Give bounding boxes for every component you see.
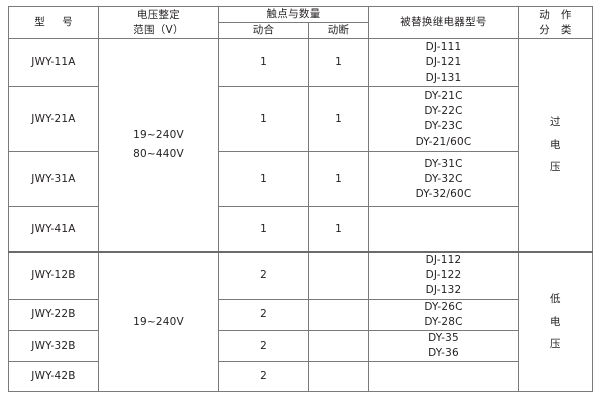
- relay-model: DY-35: [428, 332, 459, 345]
- table-row: JWY-42B 2: [8, 361, 593, 393]
- header-replaced-relay: 被替换继电器型号: [368, 5, 519, 40]
- table-row: JWY-12B 19~240V 2 DJ-112 DJ-122 DJ-132 低…: [8, 250, 593, 393]
- header-row-top: 型 号 电压整定 范围（V） 触点与数量 被替换继电器型号 动 作 分 类: [8, 5, 593, 40]
- relay-model: DY-26C: [424, 300, 463, 313]
- cell-model: JWY-41A: [8, 206, 99, 253]
- cell-action-type: 低 电 压: [518, 250, 593, 393]
- cell-contacts-no: 2: [218, 250, 309, 300]
- cell-replaced-relays: DJ-111 DJ-121 DJ-131: [368, 38, 519, 88]
- table-row: JWY-41A 1 1: [8, 206, 593, 253]
- action-type-char: 压: [550, 337, 561, 350]
- action-type-char: 电: [550, 138, 561, 151]
- action-type-char: 过: [550, 116, 561, 129]
- cell-contacts-no: 2: [218, 298, 309, 332]
- cell-action-type: 过 电 压: [518, 38, 593, 253]
- table-row: JWY-11A 19~240V 80~440V 1 1 DJ-111 DJ-12…: [8, 38, 593, 253]
- header-voltage-setting: 电压整定 范围（V）: [98, 5, 219, 40]
- cell-contacts-nc: [308, 250, 369, 300]
- header-model: 型 号: [8, 5, 99, 40]
- cell-replaced-relays: DY-35 DY-36: [368, 330, 519, 363]
- cell-replaced-relays-empty: [368, 206, 519, 253]
- cell-model: JWY-42B: [8, 361, 99, 393]
- cell-voltage-range: 19~240V: [98, 250, 219, 393]
- table-body: JWY-11A 19~240V 80~440V 1 1 DJ-111 DJ-12…: [8, 38, 593, 393]
- cell-contacts-no: 2: [218, 330, 309, 363]
- cell-contacts-no: 1: [218, 206, 309, 253]
- cell-replaced-relays: DY-21C DY-22C DY-23C DY-21/60C: [368, 86, 519, 153]
- table-row: JWY-31A 1 1 DY-31C DY-32C DY-32/60C: [8, 151, 593, 208]
- relay-model: DJ-122: [425, 269, 462, 282]
- relay-model: DJ-131: [425, 71, 462, 84]
- cell-model: JWY-31A: [8, 151, 99, 208]
- header-voltage-setting-line2: 范围（V）: [133, 23, 184, 36]
- relay-model: DY-28C: [424, 315, 463, 328]
- relay-model: DJ-111: [425, 41, 462, 54]
- header-contacts-group: 触点与数量: [218, 5, 369, 24]
- cell-contacts-nc: [308, 361, 369, 393]
- cell-model: JWY-32B: [8, 330, 99, 363]
- header-action-type-lines: 动 作 分 类: [519, 8, 592, 38]
- header-action-type-line2: 分 类: [539, 23, 572, 36]
- header-contacts-normally-closed: 动断: [308, 22, 369, 40]
- cell-contacts-no: 1: [218, 86, 309, 153]
- voltage-range-line1: 19~240V: [133, 315, 184, 328]
- action-type-char: 低: [550, 293, 561, 306]
- relay-specification-table: 型 号 电压整定 范围（V） 触点与数量 被替换继电器型号 动 作 分 类: [8, 5, 593, 393]
- header-row-bottom: 动合 动断: [9, 22, 593, 40]
- table-row: JWY-32B 2 DY-35 DY-36: [8, 330, 593, 363]
- cell-contacts-nc: 1: [308, 206, 369, 253]
- relay-model: DY-32/60C: [415, 188, 472, 201]
- cell-model: JWY-22B: [8, 298, 99, 332]
- cell-replaced-relays: DY-31C DY-32C DY-32/60C: [368, 151, 519, 208]
- table-row: JWY-22B 2 DY-26C DY-28C: [8, 298, 593, 332]
- cell-voltage-range: 19~240V 80~440V: [98, 38, 219, 253]
- specification-table-container: 型 号 电压整定 范围（V） 触点与数量 被替换继电器型号 动 作 分 类: [8, 5, 593, 393]
- cell-replaced-relays-empty: [368, 361, 519, 393]
- header-action-type: 动 作 分 类: [518, 5, 593, 40]
- cell-replaced-relays: DY-26C DY-28C: [368, 298, 519, 332]
- relay-model: DJ-132: [425, 284, 462, 297]
- table-header: 型 号 电压整定 范围（V） 触点与数量 被替换继电器型号 动 作 分 类: [8, 5, 593, 40]
- relay-model: DY-36: [428, 347, 459, 360]
- cell-contacts-nc: 1: [308, 86, 369, 153]
- relay-model: DY-23C: [424, 120, 463, 133]
- relay-model: DJ-112: [425, 253, 462, 266]
- cell-model: JWY-12B: [8, 250, 99, 300]
- cell-contacts-nc: 1: [308, 38, 369, 88]
- table-row: JWY-21A 1 1 DY-21C DY-22C DY-23C DY-21/6…: [8, 86, 593, 153]
- relay-model: DY-21C: [424, 90, 463, 102]
- relay-model: DY-22C: [424, 105, 463, 118]
- header-contacts-normally-open: 动合: [218, 22, 309, 40]
- action-type-char: 电: [550, 315, 561, 328]
- cell-model: JWY-21A: [8, 86, 99, 153]
- action-type-char: 压: [550, 160, 561, 173]
- voltage-range-line1: 19~240V: [133, 129, 184, 142]
- cell-contacts-no: 1: [218, 151, 309, 208]
- voltage-range-line2: 80~440V: [133, 147, 184, 160]
- cell-contacts-nc: [308, 298, 369, 332]
- relay-model: DY-32C: [424, 172, 463, 185]
- relay-model: DY-21/60C: [415, 135, 472, 148]
- cell-replaced-relays: DJ-112 DJ-122 DJ-132: [368, 250, 519, 300]
- header-voltage-setting-line1: 电压整定: [136, 8, 181, 21]
- relay-model: DY-31C: [424, 157, 463, 170]
- cell-contacts-nc: [308, 330, 369, 363]
- header-voltage-setting-lines: 电压整定 范围（V）: [99, 8, 218, 38]
- cell-contacts-no: 1: [218, 38, 309, 88]
- cell-contacts-no: 2: [218, 361, 309, 393]
- cell-contacts-nc: 1: [308, 151, 369, 208]
- relay-model: DJ-121: [425, 56, 462, 69]
- header-action-type-line1: 动 作: [539, 8, 572, 21]
- cell-model: JWY-11A: [8, 38, 99, 88]
- header-model-label: 型 号: [34, 16, 77, 29]
